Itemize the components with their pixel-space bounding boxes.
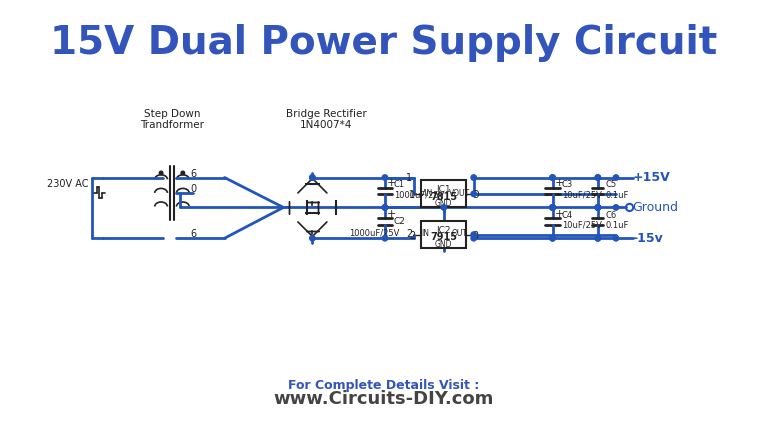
Circle shape — [382, 175, 388, 181]
Circle shape — [310, 236, 315, 241]
Text: 7815: 7815 — [430, 191, 458, 201]
Bar — [421, 181, 466, 208]
Text: Bridge Rectifier
1N4007*4: Bridge Rectifier 1N4007*4 — [286, 109, 366, 130]
Circle shape — [471, 236, 476, 241]
Text: GND: GND — [435, 199, 452, 208]
Circle shape — [550, 205, 555, 211]
Circle shape — [614, 175, 619, 181]
Text: 6: 6 — [190, 229, 196, 239]
Circle shape — [441, 205, 446, 211]
Text: IN: IN — [422, 229, 429, 238]
Text: C5
0.1uF: C5 0.1uF — [605, 180, 628, 199]
Circle shape — [614, 236, 619, 241]
Text: OUT: OUT — [452, 229, 467, 238]
Circle shape — [471, 175, 476, 181]
Circle shape — [595, 236, 601, 241]
Circle shape — [310, 175, 315, 181]
Text: C2: C2 — [394, 216, 406, 225]
Circle shape — [550, 205, 555, 211]
Circle shape — [550, 236, 555, 241]
Circle shape — [550, 205, 555, 211]
Text: +: + — [387, 178, 396, 188]
Circle shape — [471, 233, 476, 238]
Circle shape — [595, 205, 601, 211]
Circle shape — [550, 175, 555, 181]
Text: +: + — [554, 178, 564, 188]
Text: 1000uF/25V: 1000uF/25V — [349, 228, 399, 237]
Text: Ground: Ground — [632, 201, 678, 214]
Text: C4
10uF/25V: C4 10uF/25V — [561, 210, 601, 230]
Text: 1: 1 — [406, 173, 412, 183]
Text: GND: GND — [435, 240, 452, 249]
Text: C1
1000uF/25V: C1 1000uF/25V — [394, 180, 445, 199]
Text: 2: 2 — [409, 230, 415, 240]
Text: 3: 3 — [472, 230, 478, 240]
Circle shape — [181, 172, 184, 175]
Text: 230V AC: 230V AC — [47, 179, 88, 189]
Circle shape — [595, 236, 601, 241]
Circle shape — [614, 205, 619, 211]
Text: 1: 1 — [409, 189, 415, 199]
Text: VOUT: VOUT — [449, 188, 470, 197]
Text: +: + — [554, 208, 564, 218]
Text: O: O — [472, 189, 479, 199]
Circle shape — [595, 205, 601, 211]
Text: -15v: -15v — [632, 231, 663, 244]
Circle shape — [550, 175, 555, 181]
Text: 6: 6 — [190, 168, 196, 178]
Text: 2: 2 — [406, 228, 412, 238]
Text: 0: 0 — [190, 184, 196, 194]
Text: IC2: IC2 — [436, 225, 451, 234]
Text: IC1: IC1 — [436, 184, 451, 194]
Circle shape — [382, 236, 388, 241]
Text: C6
0.1uF: C6 0.1uF — [605, 210, 628, 230]
Text: Step Down
Trandformer: Step Down Trandformer — [140, 109, 204, 130]
Text: www.Circuits-DIY.com: www.Circuits-DIY.com — [274, 389, 494, 407]
Text: VIN: VIN — [420, 188, 433, 197]
Text: 7915: 7915 — [430, 232, 457, 242]
Circle shape — [595, 175, 601, 181]
Circle shape — [595, 205, 601, 211]
Text: +15V: +15V — [632, 171, 670, 184]
Text: C3
10uF/25V: C3 10uF/25V — [561, 180, 601, 199]
Circle shape — [471, 192, 476, 197]
Circle shape — [159, 172, 163, 175]
Circle shape — [550, 236, 555, 241]
Circle shape — [382, 205, 388, 211]
Text: For Complete Details Visit :: For Complete Details Visit : — [288, 378, 480, 391]
Bar — [421, 222, 466, 249]
Text: +: + — [387, 208, 396, 218]
Circle shape — [310, 175, 315, 181]
Text: 15V Dual Power Supply Circuit: 15V Dual Power Supply Circuit — [51, 24, 717, 61]
Circle shape — [382, 205, 388, 211]
Circle shape — [550, 205, 555, 211]
Circle shape — [595, 175, 601, 181]
Circle shape — [595, 205, 601, 211]
